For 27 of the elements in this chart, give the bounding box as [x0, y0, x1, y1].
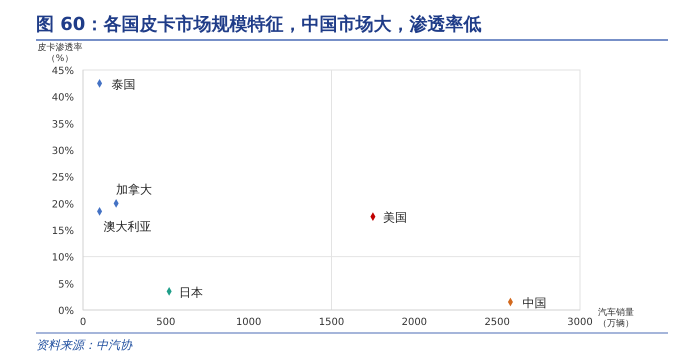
- y-tick-label: 15%: [52, 226, 74, 237]
- y-tick-label: 20%: [52, 199, 74, 210]
- text: 资料来源：中汽协: [36, 338, 133, 352]
- series-label: 泰国: [112, 77, 136, 92]
- y-axis-title: 皮卡渗透率（%）: [38, 42, 82, 64]
- y-tick-label: 45%: [52, 66, 74, 77]
- x-tick-label: 2500: [484, 317, 510, 328]
- series-label: 澳大利亚: [104, 219, 152, 234]
- x-tick-label: 1000: [236, 317, 262, 328]
- y-tick-label: 10%: [52, 252, 74, 264]
- series-label: 中国: [522, 296, 546, 310]
- series-label: 日本: [179, 285, 204, 300]
- y-tick-label: 0%: [58, 306, 74, 317]
- x-tick-label: 0: [80, 317, 86, 328]
- series-label: 加拿大: [116, 182, 152, 196]
- chart-title: 图 60：各国皮卡市场规模特征，中国市场大，渗透率低: [36, 14, 482, 35]
- y-tick-label: 30%: [52, 146, 74, 157]
- x-tick-label: 500: [156, 317, 176, 328]
- x-tick-label: 3000: [567, 317, 593, 328]
- y-tick-label: 25%: [52, 172, 74, 184]
- x-axis-title: 汽车销量（万辆）: [598, 307, 634, 329]
- series-label: 美国: [382, 210, 407, 225]
- x-tick-label: 1500: [318, 317, 344, 328]
- x-tick-label: 2000: [402, 317, 428, 328]
- y-tick-label: 40%: [52, 92, 74, 104]
- y-tick-label: 35%: [52, 119, 74, 130]
- y-tick-label: 5%: [58, 279, 74, 290]
